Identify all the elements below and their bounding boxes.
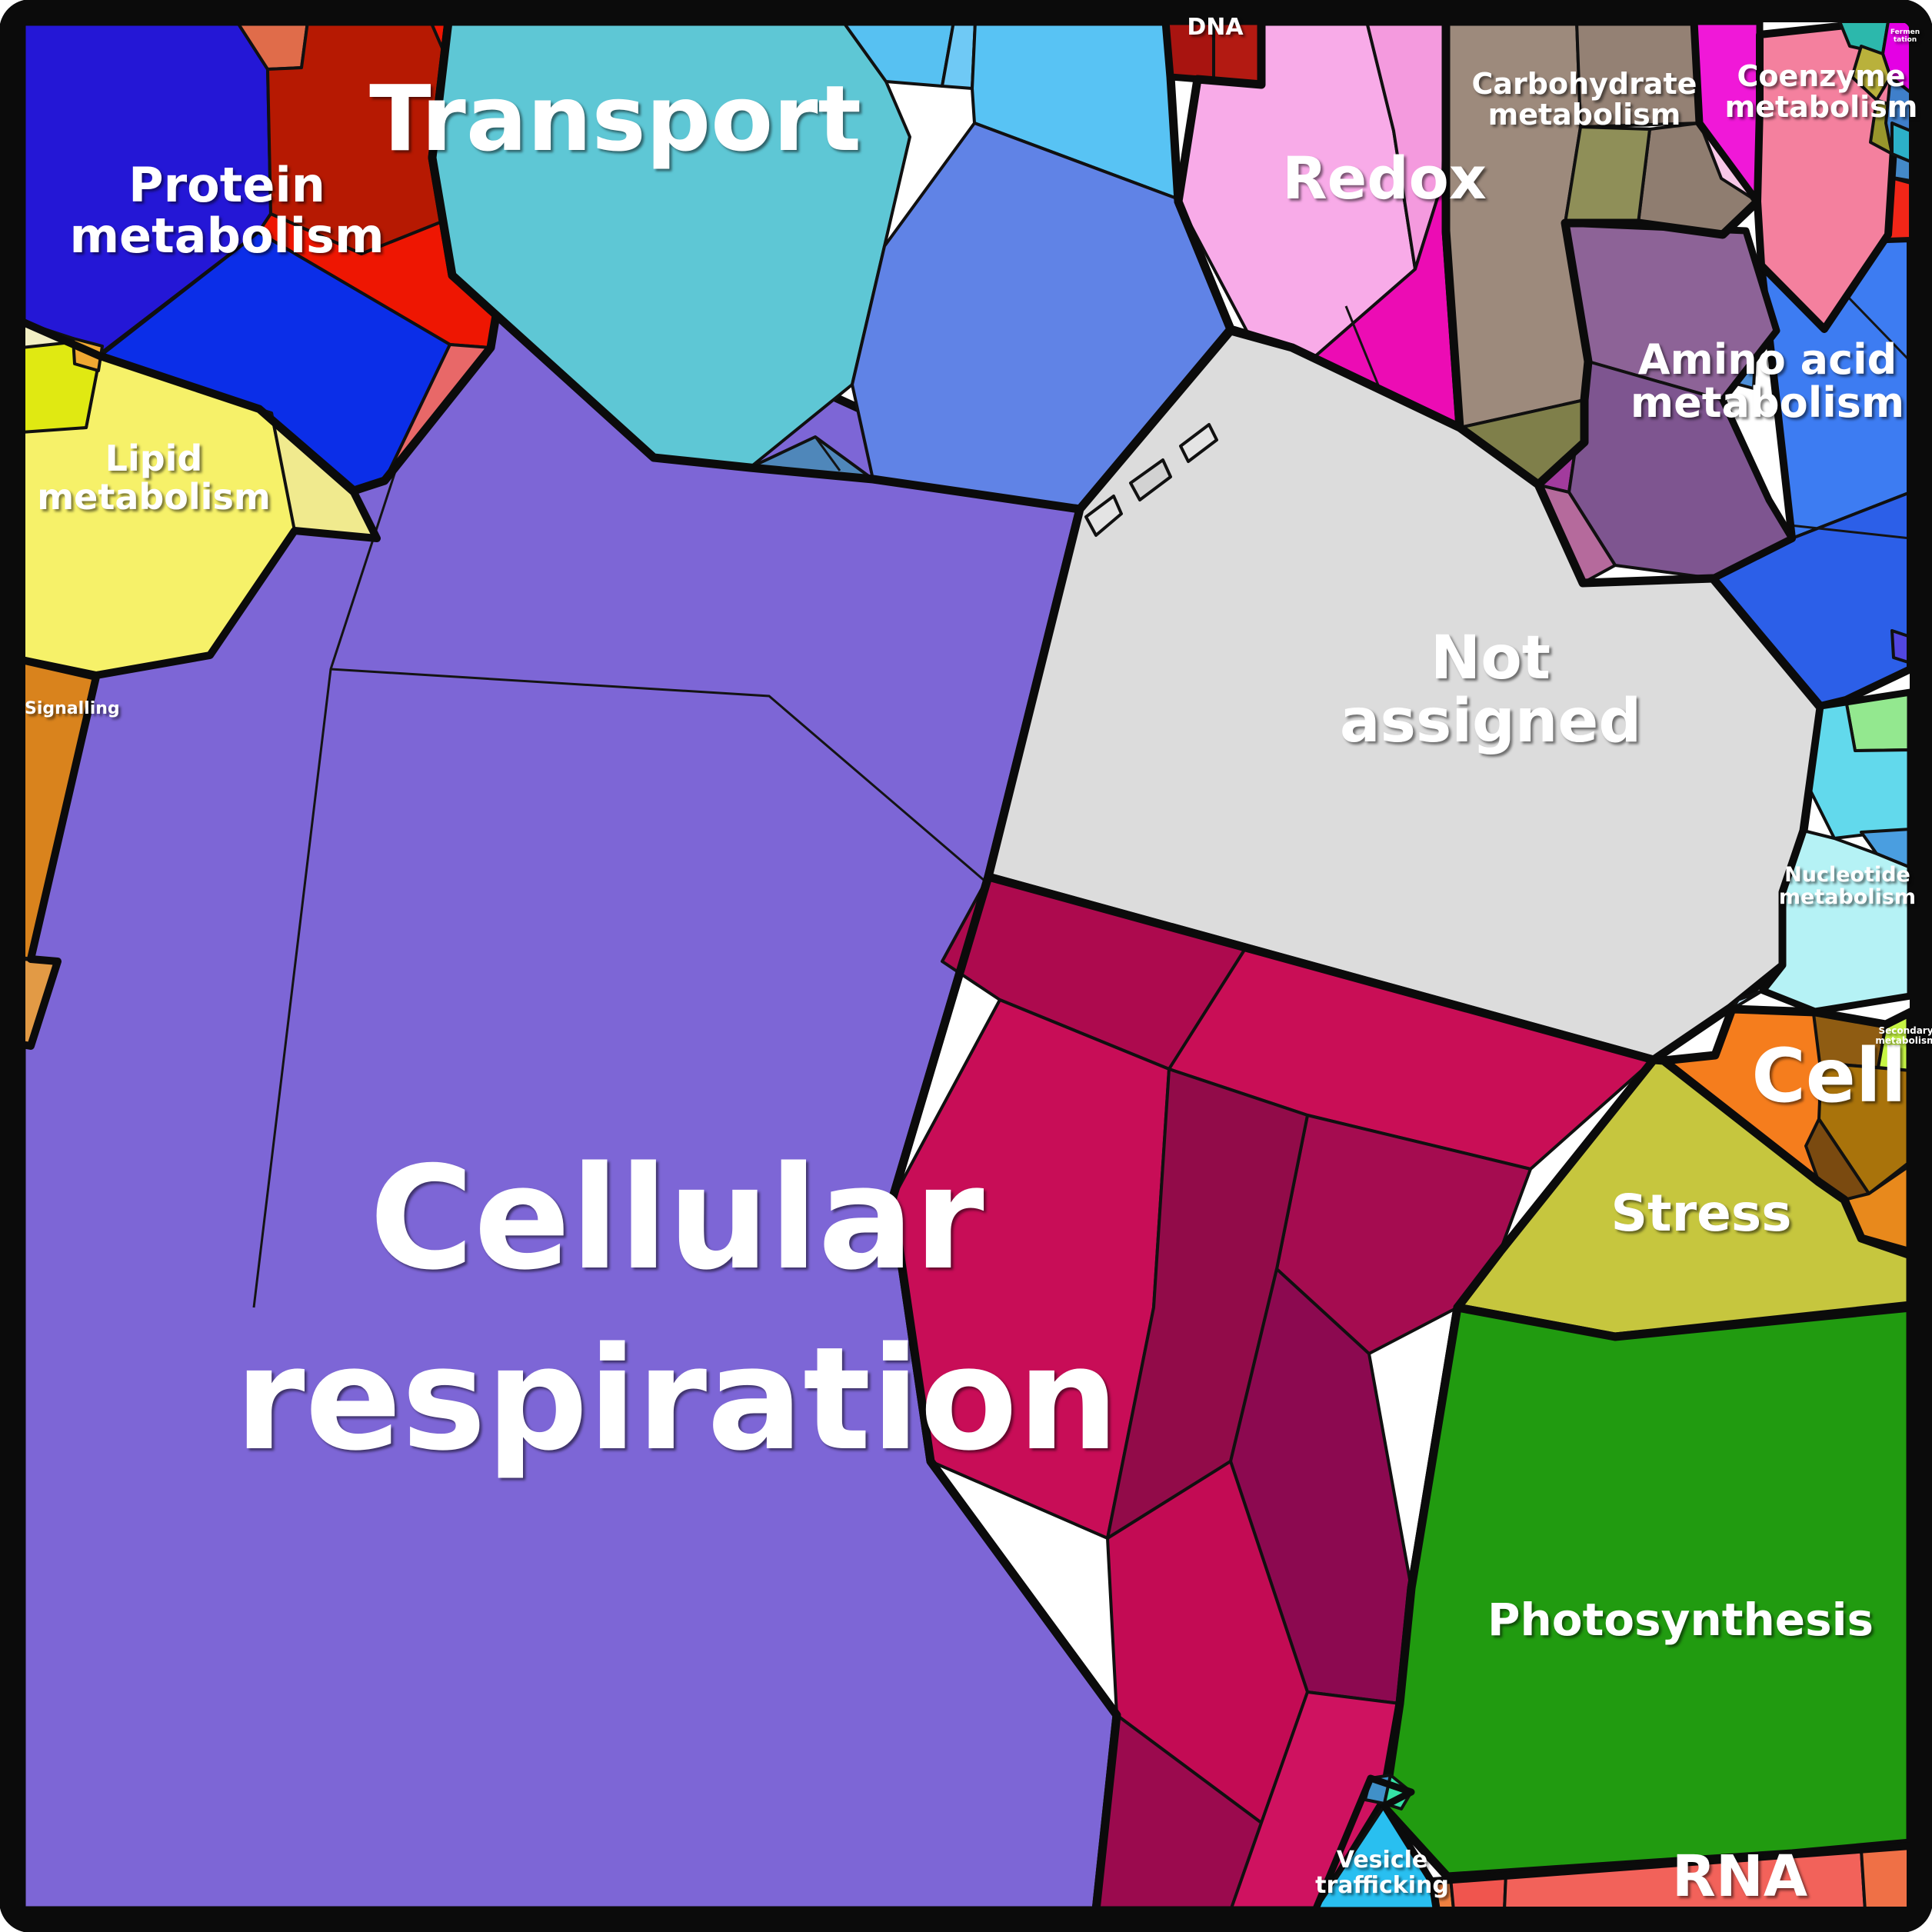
lipid-metabolism-label-line-0: Lipid [105, 438, 203, 479]
carbohydrate-metabolism-label-line-0: Carbohydrate [1472, 67, 1697, 101]
vesicle-trafficking-label-line-0: Vesicle [1337, 1847, 1427, 1874]
photosynthesis-label: Photosynthesis [1487, 1594, 1874, 1646]
coenzyme-metabolism-label-line-0: Coenzyme [1737, 59, 1905, 93]
nucleotide-metabolism-cell-0[interactable] [1844, 691, 1912, 752]
protein-metabolism-label: Protein metabolism [69, 157, 384, 264]
cell-label: Cell [1751, 1033, 1906, 1119]
corner-micro-cells-cell-2[interactable] [1850, 45, 1892, 102]
cellular-respiration-label-line-0: Cellular [369, 1135, 984, 1301]
dna-label: DNA [1187, 14, 1244, 41]
lipid-metabolism-label: Lipid metabolism [37, 438, 271, 518]
cell-label-line-0: Cell [1751, 1033, 1906, 1119]
nucleotide-metabolism-label-line-0: Nucleotide [1784, 863, 1910, 887]
carbohydrate-metabolism-cell-3[interactable] [1564, 125, 1651, 225]
photosynthesis-cell-0[interactable] [1383, 1306, 1912, 1878]
nucleotide-metabolism-cell-4[interactable] [1730, 989, 1764, 1011]
not-assigned-label: Not assigned [1340, 624, 1641, 756]
redox-label: Redox [1282, 144, 1487, 212]
not-assigned-label-line-1: assigned [1340, 687, 1641, 756]
cellular-respiration-label-line-1: respiration [235, 1316, 1118, 1482]
amino-acid-metabolism-label-line-0: Amino acid [1638, 335, 1897, 384]
nucleotide-metabolism-label: Nucleotide metabolism [1779, 863, 1916, 909]
vesicle-trafficking-label: Vesicle trafficking [1315, 1847, 1449, 1899]
amino-acid-metabolism-cell-2[interactable] [1890, 629, 1912, 665]
photosynthesis-label-line-0: Photosynthesis [1487, 1594, 1874, 1646]
carbohydrate-metabolism-label-line-1: metabolism [1488, 98, 1681, 132]
stress-label: Stress [1611, 1184, 1792, 1243]
transport-label-line-0: Transport [369, 65, 861, 172]
cellular-respiration-label: Cellular respiration [235, 1135, 1118, 1482]
coenzyme-metabolism-label-line-1: metabolism [1725, 90, 1918, 124]
rna-label: RNA [1672, 1844, 1807, 1910]
fermentation-label-line-0: Fermen [1890, 28, 1920, 36]
not-assigned-label-line-0: Not [1431, 624, 1551, 693]
rna-cell-1[interactable] [1449, 1872, 1507, 1912]
fermentation-label-line-1: tation [1894, 36, 1917, 44]
amino-acid-metabolism-label-line-1: metabolism [1631, 378, 1904, 427]
signalling-label-line-0: Signalling [25, 699, 120, 718]
secondary-metabolism-label-line-0: Secondary [1878, 1025, 1932, 1036]
coenzyme-metabolism-label: Coenzyme metabolism [1725, 59, 1918, 124]
nucleotide-metabolism-label-line-1: metabolism [1779, 885, 1916, 909]
rna-label-line-0: RNA [1672, 1844, 1807, 1910]
fermentation-label: Fermen tation [1890, 28, 1920, 44]
rna-cell-3[interactable] [1860, 1844, 1912, 1912]
amino-acid-metabolism-label: Amino acid metabolism [1631, 335, 1904, 427]
stress-label-line-0: Stress [1611, 1184, 1792, 1243]
vesicle-trafficking-label-line-1: trafficking [1315, 1872, 1449, 1899]
protein-metabolism-label-line-0: Protein [128, 157, 325, 213]
secondary-metabolism-label: Secondary metabolism [1875, 1025, 1932, 1046]
protein-metabolism-label-line-1: metabolism [69, 208, 384, 264]
carbohydrate-metabolism-label: Carbohydrate metabolism [1472, 67, 1697, 132]
transport-label: Transport [369, 65, 861, 172]
corner-micro-cells-cell-5[interactable] [1890, 122, 1912, 163]
dna-label-line-0: DNA [1187, 14, 1244, 41]
redox-label-line-0: Redox [1282, 144, 1487, 212]
secondary-metabolism-label-line-1: metabolism [1875, 1035, 1932, 1046]
signalling-label: Signalling [25, 699, 120, 718]
lipid-metabolism-label-line-1: metabolism [37, 476, 271, 518]
